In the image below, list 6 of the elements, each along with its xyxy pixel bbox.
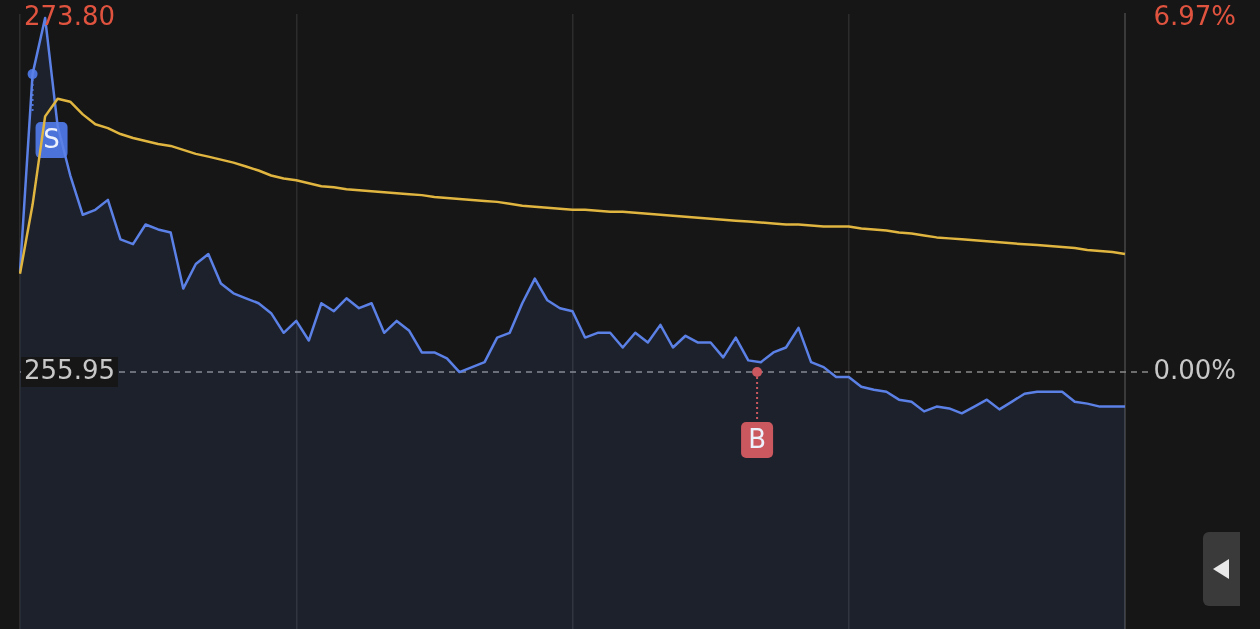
y-tick-label: 255.95 (24, 354, 115, 385)
y2-tick-label: 6.97% (1153, 0, 1236, 31)
annotation: B (748, 423, 767, 454)
annotation: S (43, 123, 60, 154)
y2-tick-label: 0.00% (1153, 354, 1236, 385)
y-tick-label: 273.80 (24, 0, 115, 31)
